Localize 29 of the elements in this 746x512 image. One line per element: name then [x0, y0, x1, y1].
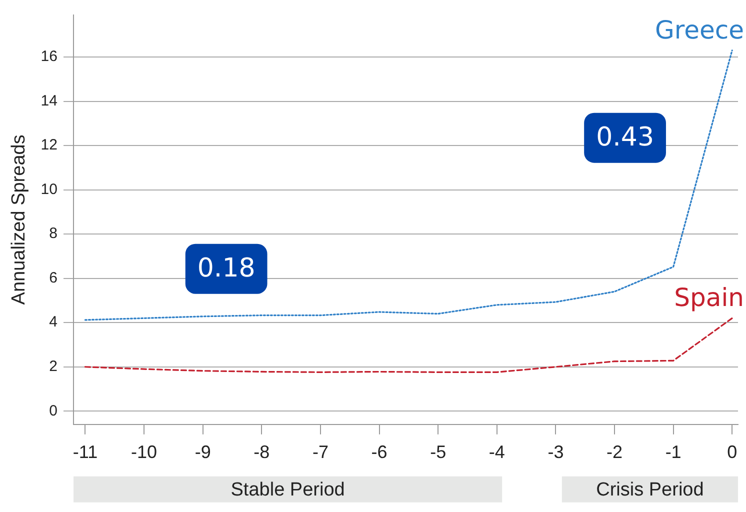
- x-tick-label: -1: [665, 442, 682, 462]
- y-tick-label: 6: [49, 269, 58, 286]
- line-series: [84, 317, 733, 373]
- y-axis-title: Annualized Spreads: [8, 134, 30, 305]
- x-tick-label: -2: [606, 442, 623, 462]
- y-tick-label: 0: [49, 402, 58, 420]
- series-label: Greece: [655, 15, 744, 44]
- x-tick-label: 0: [727, 442, 738, 462]
- y-tick-label: 4: [49, 314, 58, 331]
- y-tick-label: 12: [40, 136, 58, 154]
- x-tick-label: -3: [548, 442, 564, 462]
- x-tick-label: -9: [194, 442, 211, 462]
- x-tick-label: -6: [371, 442, 388, 462]
- text: Stable Period: [230, 480, 345, 501]
- x-tick-label: -7: [312, 442, 328, 462]
- y-tick-label: 8: [49, 225, 58, 242]
- y-tick-label: 16: [40, 48, 58, 66]
- x-tick-label: -11: [72, 442, 98, 462]
- x-tick-label: -8: [254, 442, 270, 462]
- y-tick-label: 2: [49, 358, 58, 376]
- annotation: 0.43: [596, 122, 654, 153]
- series-label: Spain: [674, 283, 744, 312]
- x-tick-label: -4: [488, 442, 505, 462]
- y-tick-label: 14: [40, 92, 58, 110]
- x-tick-label: -5: [430, 442, 446, 462]
- x-tick-label: -10: [131, 442, 158, 462]
- text: Crisis Period: [596, 480, 704, 501]
- annotation: 0.18: [197, 254, 256, 284]
- y-tick-label: 10: [40, 180, 58, 198]
